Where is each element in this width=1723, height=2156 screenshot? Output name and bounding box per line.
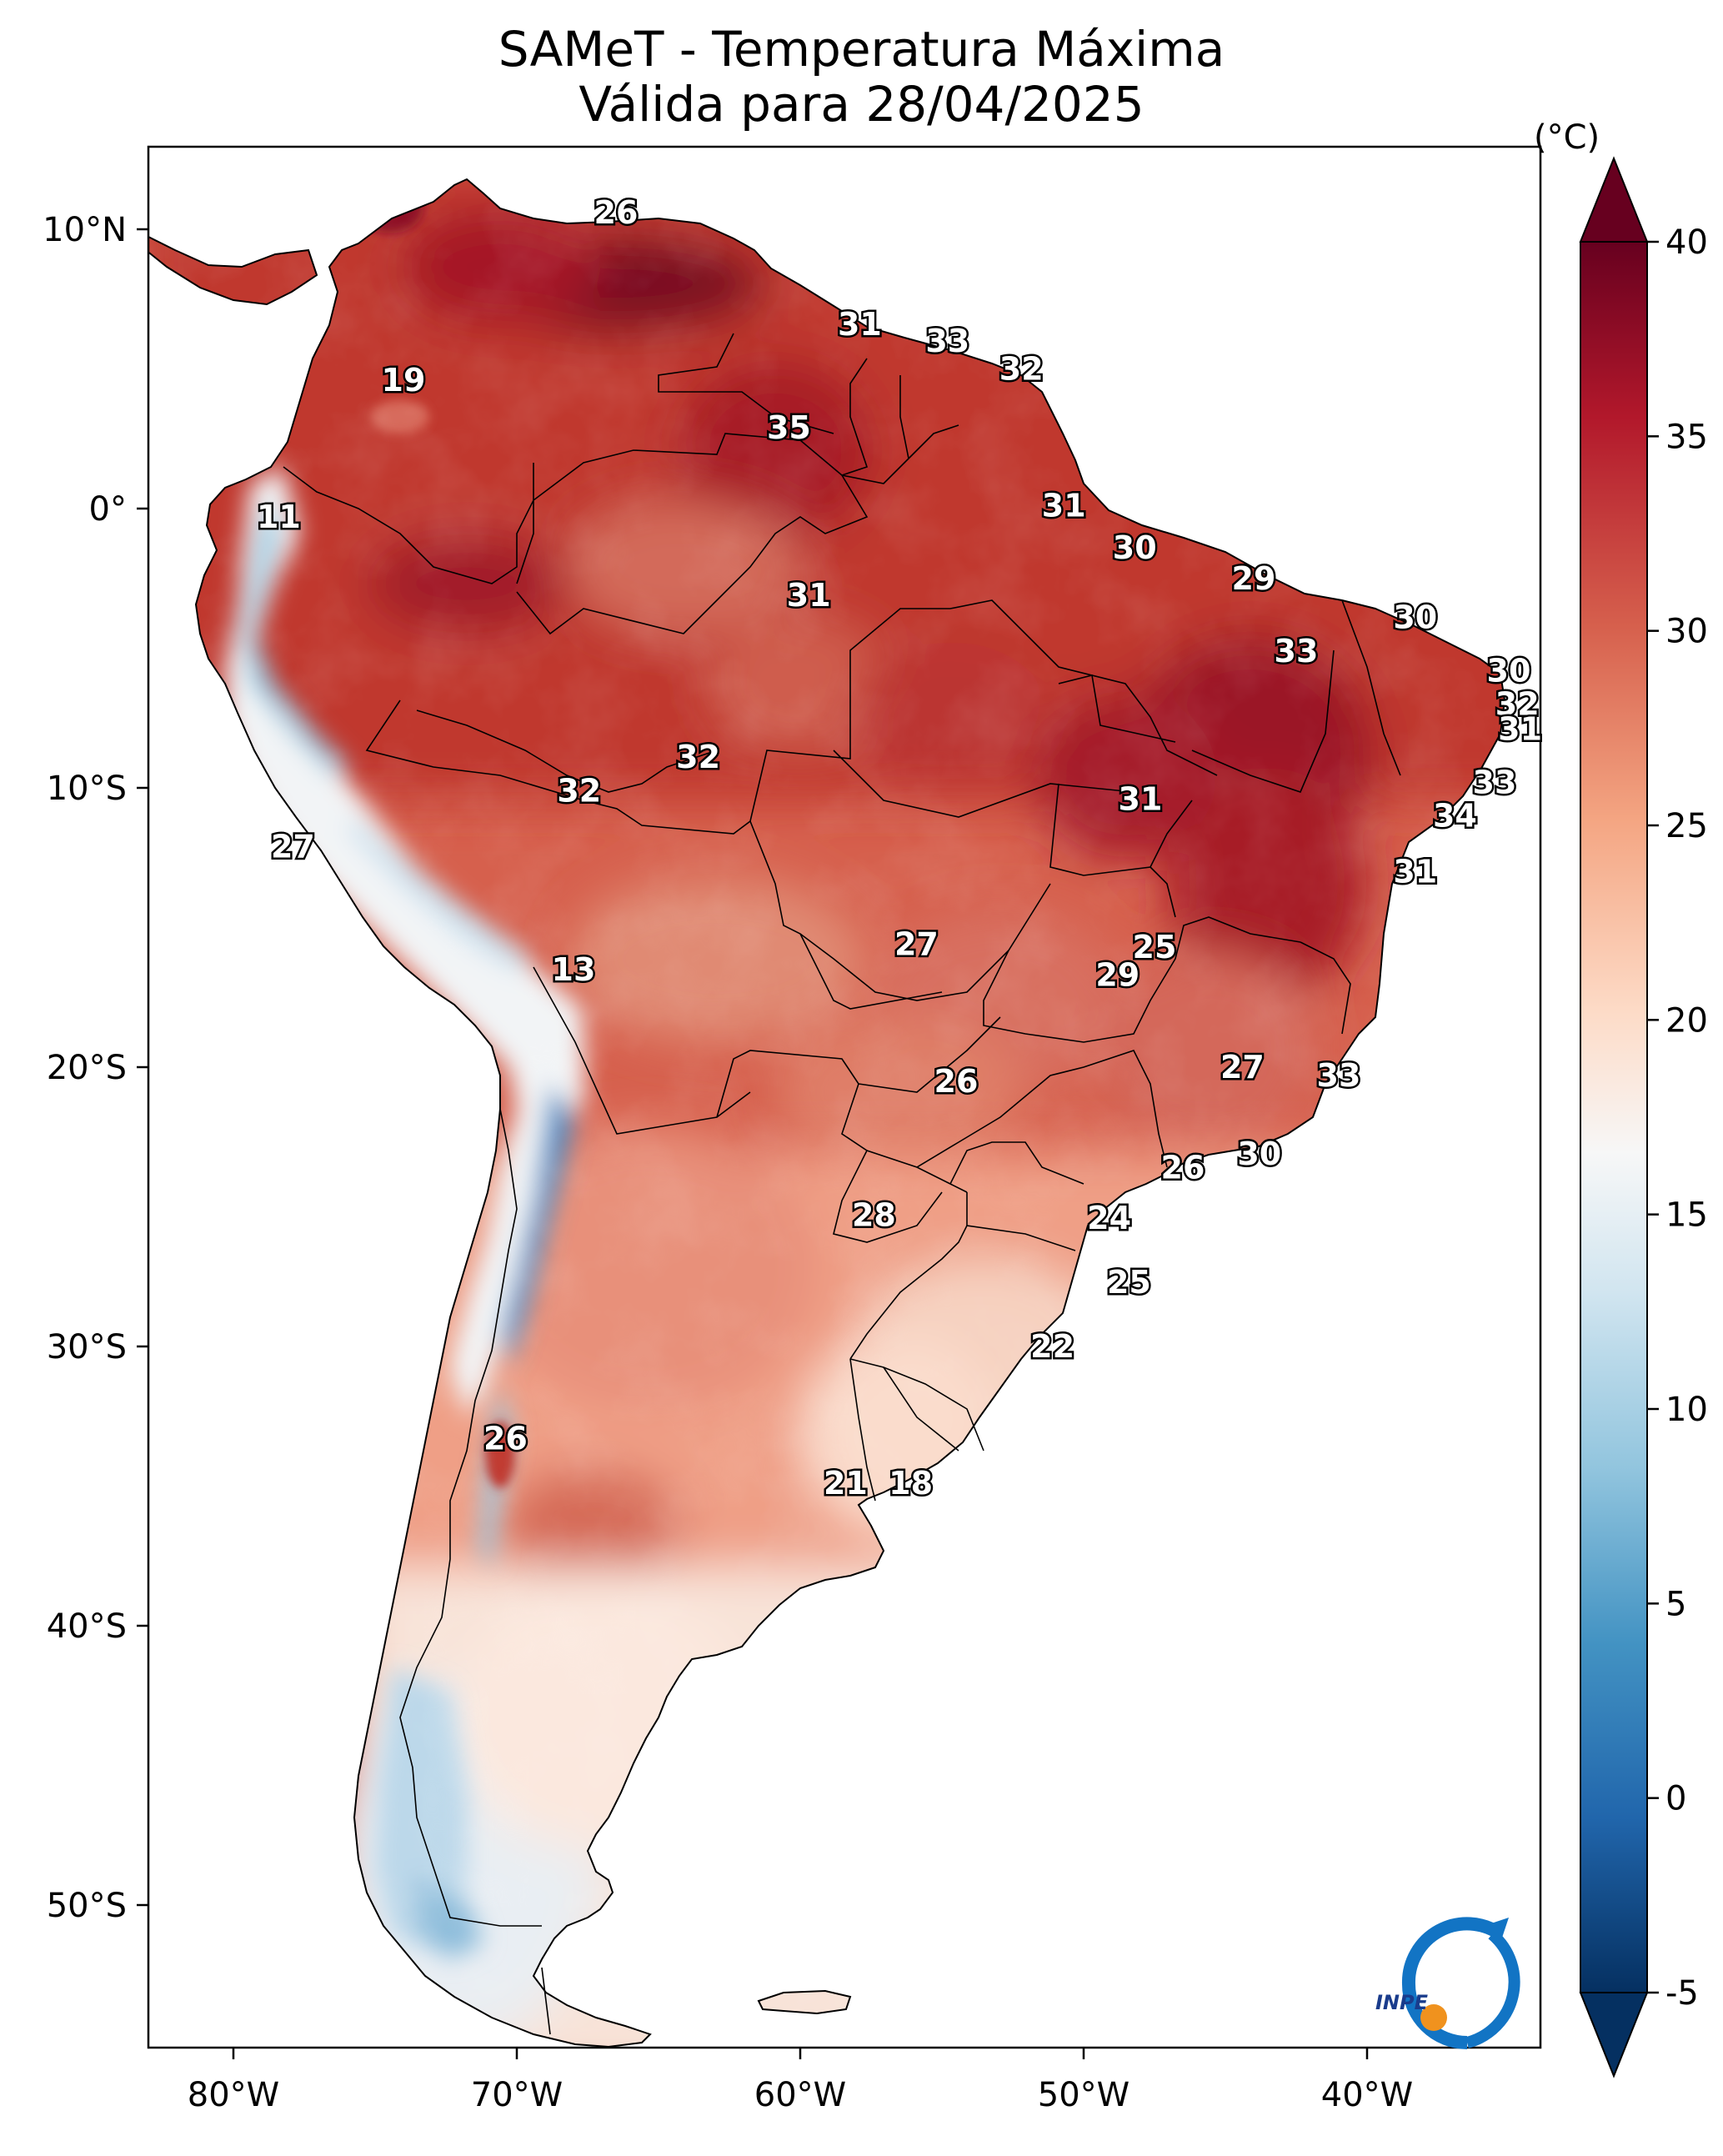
temperature-label: 24 (1087, 1200, 1131, 1236)
temperature-label: 32 (557, 772, 601, 809)
y-tick-label: 0° (89, 490, 127, 529)
temperature-label: 33 (1317, 1057, 1361, 1094)
temperature-label: 32 (1495, 686, 1540, 723)
map-frame (147, 145, 1542, 2049)
temperature-label: 27 (894, 926, 939, 963)
map-title-line1: SAMeT - Temperatura Máxima (498, 21, 1225, 78)
temperature-label: 25 (1133, 929, 1177, 965)
temperature-label: 32 (999, 351, 1044, 388)
colorbar-tick-label: 20 (1665, 1001, 1708, 1040)
x-tick-label: 40°W (1321, 2076, 1413, 2114)
temperature-label: 31 (838, 306, 882, 343)
temperature-label: 21 (824, 1465, 868, 1502)
x-tick-label: 80°W (188, 2076, 279, 2114)
colorbar-tick-label: 10 (1665, 1391, 1708, 1429)
colorbar-tick-label: -5 (1665, 1974, 1699, 2013)
temperature-label: 11 (257, 499, 301, 535)
colorbar-tick-label: 25 (1665, 807, 1708, 845)
x-tick-label: 60°W (754, 2076, 846, 2114)
y-tick-label: 50°S (47, 1887, 127, 1925)
temperature-label: 30 (1487, 652, 1531, 689)
inpe-logo: INPE (1375, 1917, 1520, 2049)
y-tick-label: 30°S (47, 1328, 127, 1366)
y-tick-label: 10°N (43, 211, 127, 249)
y-tick-label: 20°S (47, 1049, 127, 1087)
temperature-label: 30 (1393, 599, 1437, 636)
temperature-label: 33 (1473, 764, 1517, 800)
temperature-label: 27 (1220, 1049, 1265, 1086)
temperature-label: 22 (1030, 1328, 1074, 1365)
temperature-label: 25 (1107, 1264, 1151, 1301)
x-tick-label: 70°W (471, 2076, 563, 2114)
temperature-label: 33 (925, 323, 969, 359)
y-tick-label: 10°S (47, 770, 127, 808)
temperature-label: 30 (1237, 1136, 1281, 1172)
colorbar-tick-label: 0 (1665, 1780, 1686, 1818)
logo-orange-dot (1420, 2004, 1447, 2031)
temperature-label: 35 (767, 409, 811, 446)
colorbar-tick-label: 35 (1665, 418, 1708, 456)
temperature-label: 26 (1161, 1150, 1205, 1186)
temperature-label: 18 (889, 1465, 933, 1502)
map-title-line2: Válida para 28/04/2025 (579, 76, 1144, 133)
temperature-label: 19 (382, 362, 426, 399)
temperature-label: 29 (1095, 956, 1139, 993)
temperature-label: 27 (271, 828, 315, 865)
colorbar-tick-label: 30 (1665, 613, 1708, 651)
temperature-label: 31 (1042, 488, 1086, 524)
temperature-label: 26 (483, 1421, 528, 1457)
colorbar-tick-label: 15 (1665, 1196, 1708, 1235)
temperature-label: 33 (1275, 633, 1319, 669)
temperature-label: 26 (934, 1063, 979, 1100)
temperature-label: 28 (852, 1197, 896, 1234)
temperature-label: 26 (594, 194, 639, 231)
x-tick-label: 50°W (1038, 2076, 1129, 2114)
temperature-label: 34 (1433, 798, 1477, 835)
y-tick-label: 40°S (47, 1607, 127, 1646)
logo-text: INPE (1375, 1991, 1429, 2014)
x-axis: 80°W 70°W 60°W 50°W 40°W (188, 2048, 1413, 2114)
temperature-label: 31 (787, 577, 831, 614)
y-axis: 10°N 0° 10°S 20°S 30°S 40°S 50°S (43, 211, 148, 1925)
temperature-label: 29 (1232, 560, 1276, 597)
temperature-label: 31 (1393, 854, 1437, 890)
country-borders (283, 333, 1401, 2035)
colorbar-tick-label: 40 (1665, 223, 1708, 262)
temperature-label: 31 (1498, 711, 1542, 748)
temperature-label: 31 (1119, 780, 1163, 817)
temperature-label: 32 (676, 739, 720, 775)
colorbar-tick-label: 5 (1665, 1585, 1686, 1623)
colorbar: (°C) 40 35 30 25 20 15 10 5 0 -5 (1534, 118, 1708, 2078)
temperature-label: 30 (1113, 529, 1157, 566)
colorbar-unit: (°C) (1534, 118, 1600, 157)
temperature-label: 13 (552, 951, 596, 988)
